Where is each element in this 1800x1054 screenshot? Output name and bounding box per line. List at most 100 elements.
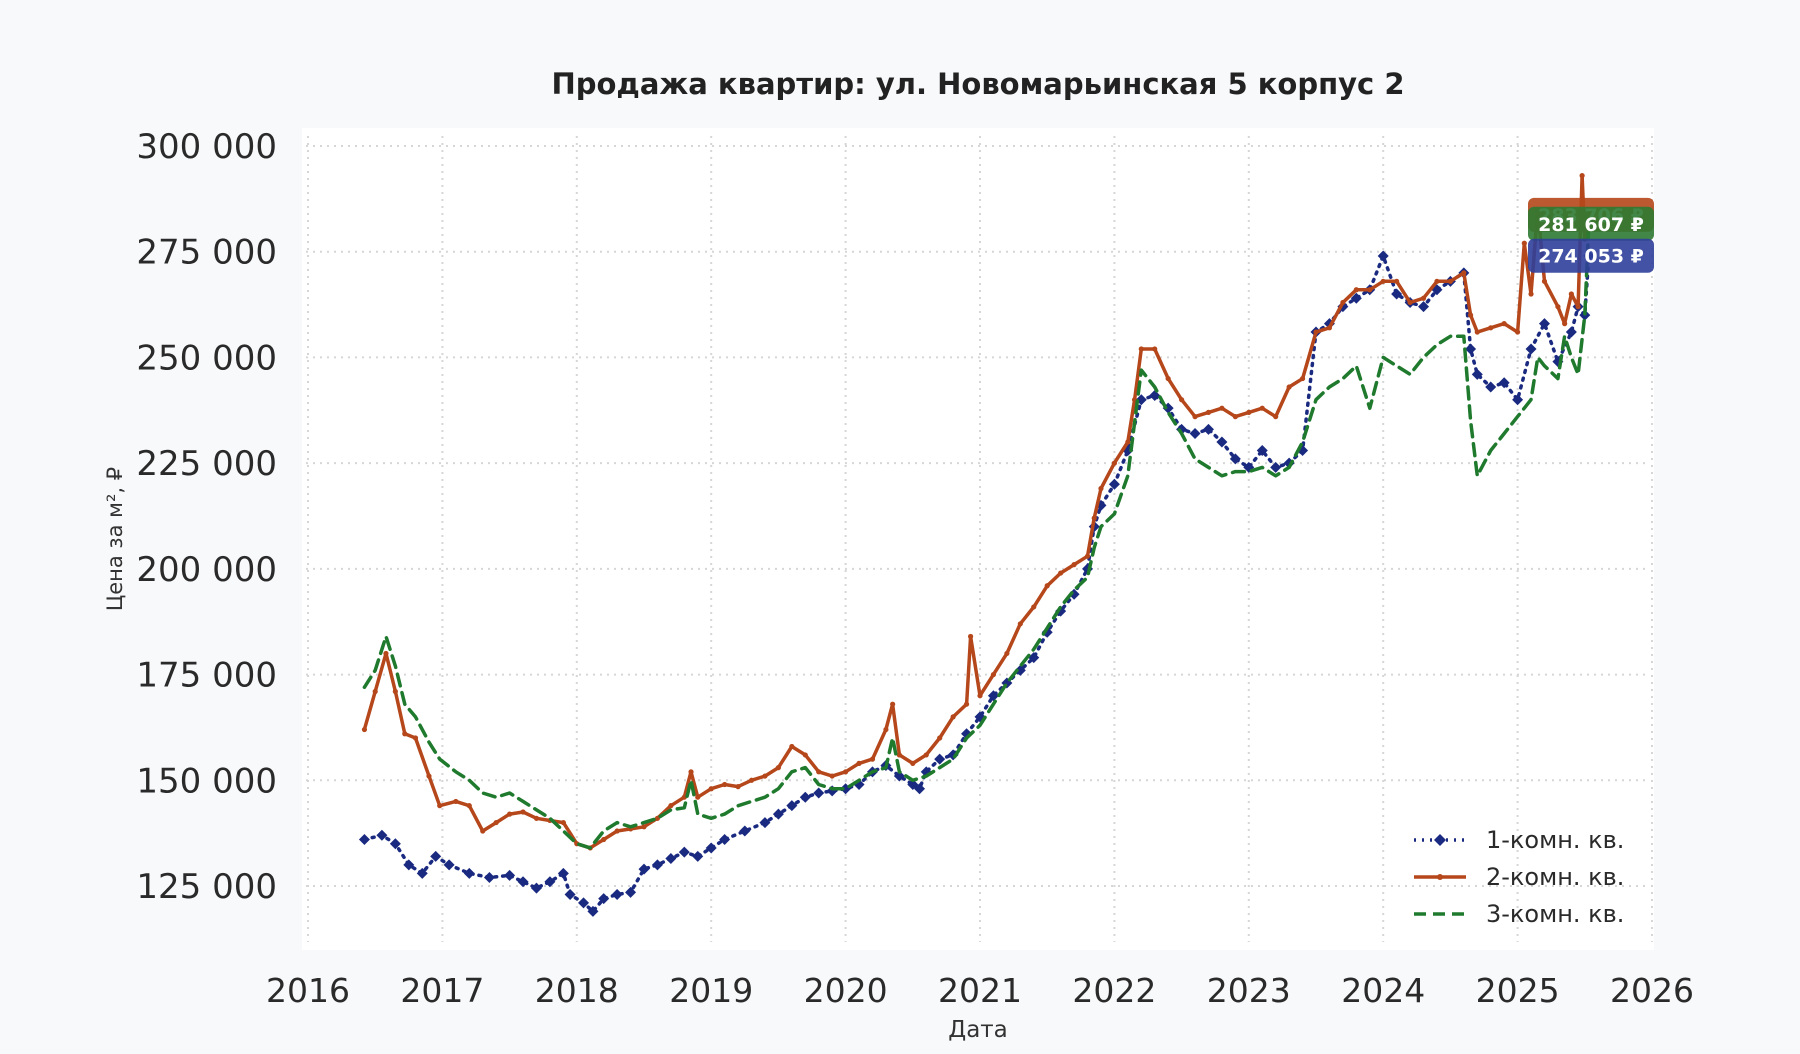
data-point (466, 803, 472, 809)
data-point (578, 897, 590, 909)
x-tick-label: 2019 (669, 971, 753, 1010)
series-3 (362, 222, 1591, 850)
badge-box (1528, 206, 1654, 241)
data-point (883, 726, 889, 733)
data-point (799, 791, 811, 803)
data-point (705, 842, 717, 854)
data-point (1017, 621, 1023, 627)
data-point (1521, 240, 1527, 246)
data-point (1108, 478, 1120, 490)
data-point (772, 808, 784, 820)
data-point (1149, 389, 1161, 401)
data-point (748, 777, 755, 783)
x-tick-label: 2017 (400, 971, 484, 1010)
data-point (816, 769, 822, 775)
data-point (1111, 460, 1117, 466)
data-point (530, 882, 542, 894)
data-point (1501, 321, 1507, 327)
data-point (1498, 377, 1510, 389)
data-point (665, 853, 677, 865)
data-point (1394, 278, 1400, 284)
data-point (869, 756, 876, 762)
grid-layer (306, 136, 1653, 942)
x-tick-label: 2016 (266, 971, 350, 1010)
data-point (383, 650, 389, 657)
data-point (937, 735, 943, 741)
data-point (601, 836, 607, 843)
chart-title: Продажа квартир: ул. Новомарьинская 5 ко… (551, 67, 1404, 101)
data-point (1474, 329, 1480, 335)
data-point (688, 769, 694, 775)
data-point (856, 760, 862, 766)
data-point (1465, 343, 1477, 355)
data-point (829, 773, 835, 779)
series-line (362, 222, 1591, 850)
data-point (517, 876, 529, 888)
data-point (1299, 375, 1306, 382)
data-point (1246, 409, 1252, 415)
data-point (1084, 553, 1091, 559)
data-point (587, 905, 599, 917)
series-layer (358, 173, 1595, 917)
y-tick-label: 175 000 (136, 656, 277, 696)
data-point (813, 787, 825, 799)
data-point (1434, 278, 1440, 284)
y-axis-label: Цена за м², ₽ (103, 467, 127, 611)
axis-layer: 2016 2017 2018 2019 2020 2021 2022 2023 2024 2025… (136, 127, 1694, 1010)
data-point (1579, 173, 1585, 179)
data-point (1031, 604, 1037, 610)
data-point (967, 633, 974, 640)
data-point (1353, 287, 1359, 293)
data-point (1528, 291, 1534, 297)
data-point (1525, 343, 1537, 355)
data-point (376, 829, 388, 841)
data-point (1091, 515, 1097, 521)
data-point (719, 833, 731, 845)
legend-item: 2-комн. кв. (1414, 863, 1624, 891)
data-point (1485, 381, 1497, 393)
data-point (1270, 461, 1282, 473)
y-tick-label: 225 000 (136, 444, 277, 484)
data-point (890, 701, 896, 707)
data-point (1232, 414, 1238, 420)
data-point (1471, 368, 1483, 380)
badge-box (1528, 238, 1654, 273)
y-tick-label: 300 000 (136, 127, 277, 167)
data-point (504, 869, 516, 881)
last-value-badge: 281 607 ₽ (1528, 206, 1654, 241)
data-point (544, 876, 556, 888)
data-point (1044, 583, 1050, 589)
data-point (437, 803, 443, 809)
data-point (564, 888, 576, 900)
data-point (786, 800, 798, 812)
data-point (430, 850, 442, 862)
data-point (910, 760, 916, 766)
x-tick-label: 2021 (938, 971, 1022, 1010)
x-tick-label: 2020 (804, 971, 888, 1010)
x-tick-label: 2023 (1207, 971, 1291, 1010)
data-point (708, 786, 714, 792)
data-point (614, 828, 620, 834)
data-point (934, 753, 946, 765)
data-point (1420, 295, 1427, 301)
data-point (1377, 250, 1389, 262)
data-point (987, 690, 999, 702)
y-tick-label: 150 000 (136, 761, 277, 801)
data-point (1555, 304, 1561, 310)
legend-label: 3-комн. кв. (1486, 900, 1624, 928)
data-point (1515, 329, 1521, 335)
data-point (361, 726, 368, 733)
data-point (372, 688, 378, 695)
data-point (1256, 444, 1268, 456)
data-point (1028, 652, 1040, 664)
data-point (843, 769, 849, 775)
data-point (1512, 394, 1524, 406)
data-point (1273, 414, 1279, 420)
legend-label: 1-комн. кв. (1486, 826, 1624, 854)
data-point (1447, 278, 1453, 284)
data-point (480, 828, 486, 834)
legend: 1-комн. кв. 2-комн. кв. 3-комн. кв. (1414, 826, 1624, 928)
data-point (1367, 287, 1373, 293)
data-point (692, 850, 704, 862)
data-point (1125, 439, 1131, 445)
